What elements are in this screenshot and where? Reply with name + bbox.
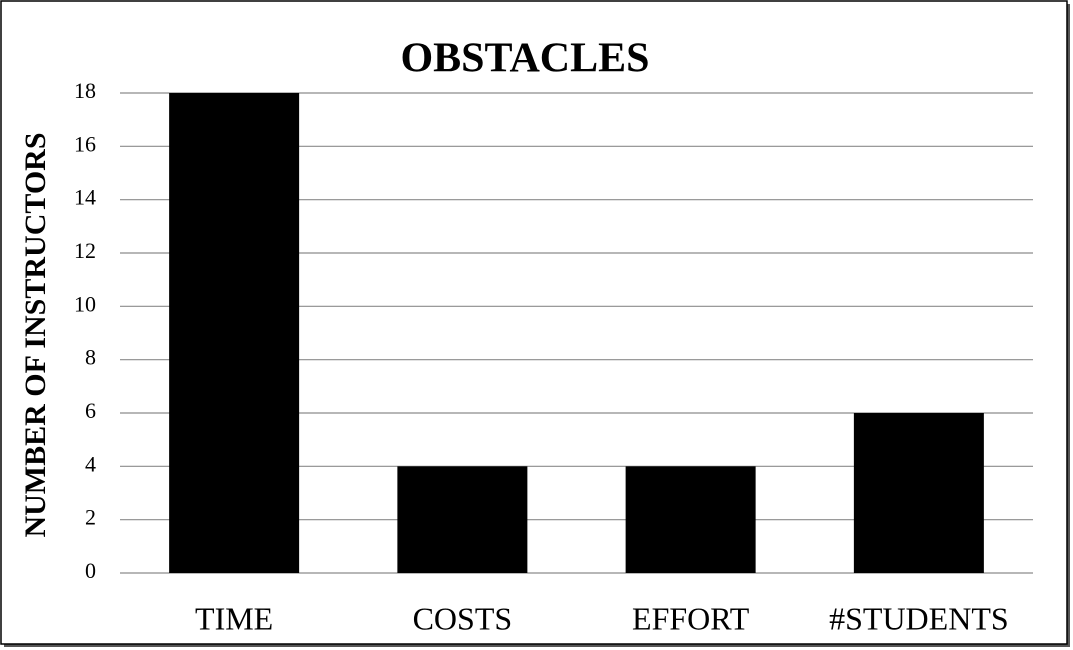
x-tick-label: #STUDENTS xyxy=(829,600,1009,636)
x-tick-label: COSTS xyxy=(413,600,513,636)
y-tick-label: 4 xyxy=(85,451,96,476)
bar xyxy=(169,93,300,573)
y-axis-label: NUMBER OF INSTRUCTORS xyxy=(19,132,52,537)
x-tick-label: TIME xyxy=(195,600,273,636)
y-tick-label: 10 xyxy=(74,291,96,316)
chart-title: OBSTACLES xyxy=(401,36,650,82)
y-tick-label: 2 xyxy=(85,505,96,530)
bar xyxy=(625,466,756,573)
y-tick-label: 6 xyxy=(85,398,96,423)
x-tick-label: EFFORT xyxy=(632,600,750,636)
y-tick-label: 14 xyxy=(74,185,96,210)
y-tick-label: 8 xyxy=(85,345,96,370)
bar xyxy=(853,413,984,573)
y-tick-label: 12 xyxy=(74,238,96,263)
bar xyxy=(397,466,528,573)
y-tick-label: 16 xyxy=(74,131,96,156)
y-tick-label: 18 xyxy=(74,78,96,103)
y-tick-label: 0 xyxy=(85,558,96,583)
